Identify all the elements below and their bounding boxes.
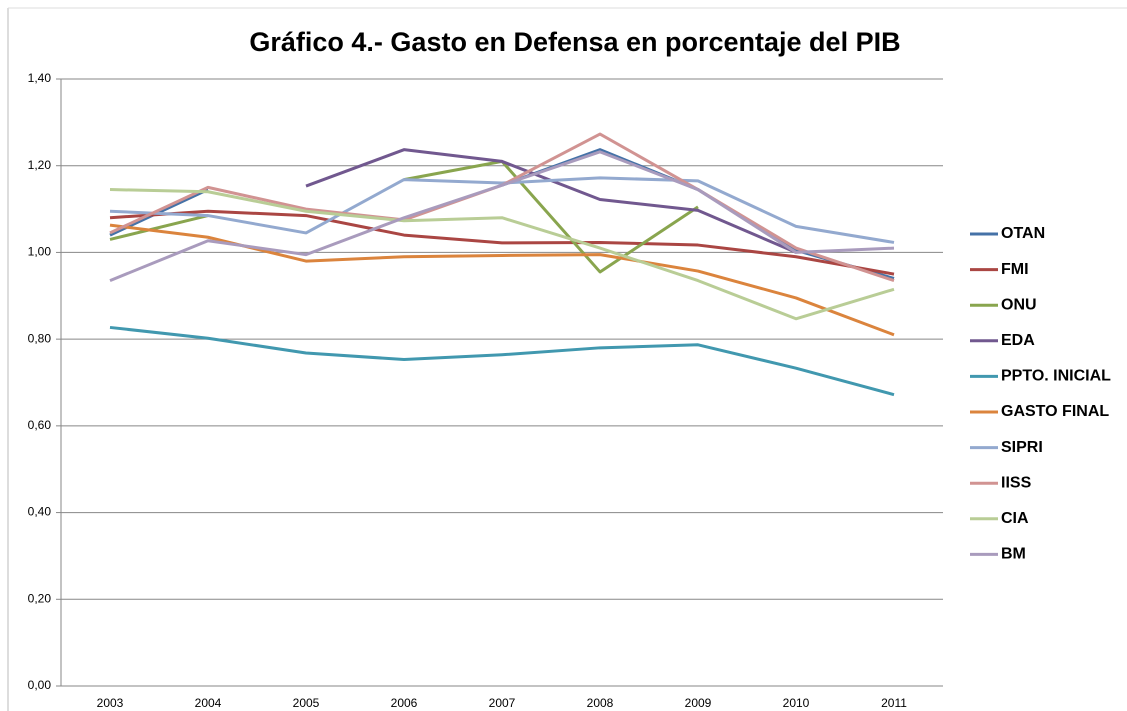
- series-line: [109, 325, 895, 397]
- series-line: [109, 159, 699, 274]
- series-line: [109, 188, 895, 321]
- y-tick-label: 0,40: [28, 505, 52, 519]
- legend-label: GASTO FINAL: [1001, 403, 1109, 420]
- x-tick-label: 2009: [685, 696, 712, 710]
- legend-label: OTAN: [1001, 225, 1045, 242]
- legend-label: SIPRI: [1001, 439, 1043, 456]
- y-tick-label: 1,00: [28, 245, 52, 259]
- y-tick-label: 0,60: [28, 418, 52, 432]
- series-line: [109, 132, 895, 283]
- x-tick-label: 2008: [587, 696, 614, 710]
- y-tick-label: 1,40: [28, 71, 52, 85]
- x-tick-label: 2007: [489, 696, 516, 710]
- series-line: [109, 148, 895, 280]
- series-line: [305, 148, 797, 254]
- legend-label: IISS: [1001, 474, 1032, 491]
- legend-label: CIA: [1001, 510, 1029, 527]
- x-tick-label: 2005: [293, 696, 320, 710]
- legend-label: PPTO. INICIAL: [1001, 368, 1111, 385]
- legend-label: FMI: [1001, 261, 1029, 278]
- x-tick-label: 2006: [391, 696, 418, 710]
- y-tick-label: 0,80: [28, 331, 52, 345]
- series-line: [109, 150, 895, 283]
- series-line: [109, 209, 895, 276]
- x-tick-label: 2004: [195, 696, 222, 710]
- legend-label: ONU: [1001, 296, 1037, 313]
- legend-label: BM: [1001, 546, 1026, 563]
- x-tick-label: 2003: [97, 696, 124, 710]
- y-tick-label: 1,20: [28, 158, 52, 172]
- x-tick-label: 2011: [881, 696, 907, 710]
- y-tick-label: 0,00: [28, 678, 52, 692]
- y-tick-label: 0,20: [28, 591, 52, 605]
- series-line: [109, 176, 895, 244]
- x-tick-label: 2010: [783, 696, 810, 710]
- legend-label: EDA: [1001, 332, 1035, 349]
- chart-title: Gráfico 4.- Gasto en Defensa en porcenta…: [249, 27, 900, 57]
